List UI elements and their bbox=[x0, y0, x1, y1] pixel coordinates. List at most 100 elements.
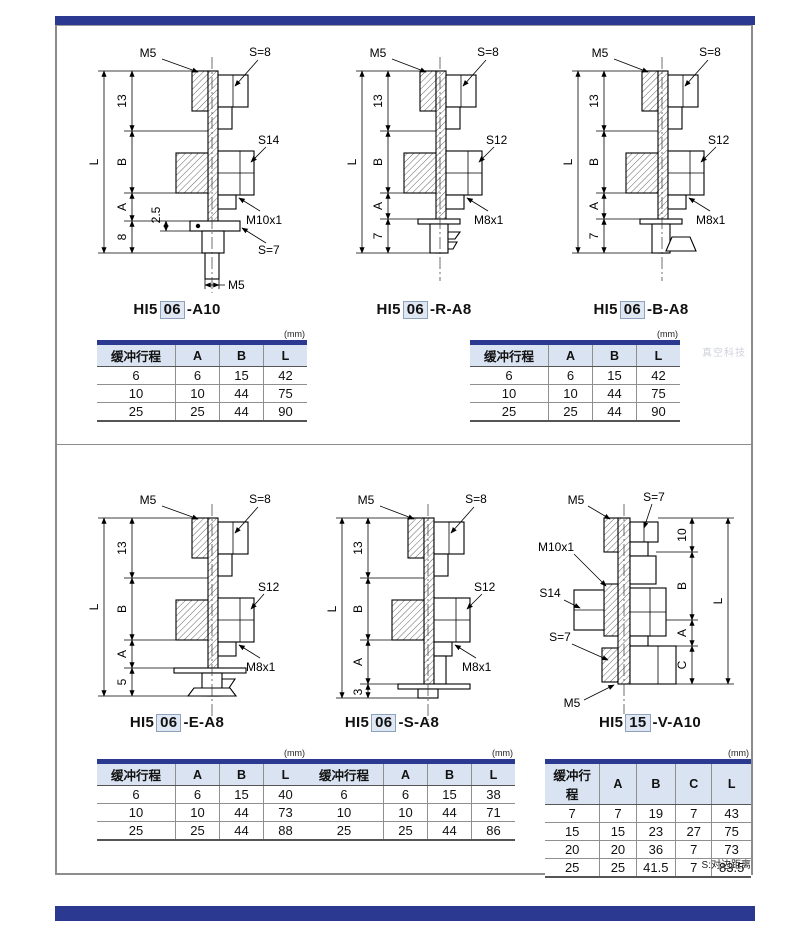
callout-m5-top: M5 bbox=[140, 46, 157, 60]
cell: 6 bbox=[97, 785, 176, 804]
cell: 36 bbox=[635, 840, 676, 859]
cell: 10 bbox=[383, 803, 428, 822]
dim-table: 缓冲行程 A B C L 7 7 19 7 43 15 15 23 27 75 20 20 36 7 7… bbox=[545, 759, 751, 878]
callout-s8: S=8 bbox=[465, 492, 487, 506]
dim-A: A bbox=[371, 202, 385, 210]
col-header-B: B bbox=[219, 341, 264, 367]
col-header-A: A bbox=[175, 760, 220, 786]
dim-L: L bbox=[87, 158, 101, 165]
table-row: 6 6 15 38 bbox=[305, 785, 515, 804]
dim-2_5: 2.5 bbox=[149, 206, 163, 223]
table-row: 15 15 23 27 75 bbox=[545, 822, 751, 841]
drawing-body bbox=[391, 504, 471, 720]
table-row: 25 25 41.5 7 83.5 bbox=[545, 858, 751, 878]
drawing-body bbox=[573, 504, 677, 714]
col-header-C: C bbox=[675, 760, 712, 805]
cell: 6 bbox=[175, 785, 220, 804]
cell: 44 bbox=[219, 402, 264, 422]
cell: 25 bbox=[599, 858, 637, 878]
dim-13: 13 bbox=[115, 94, 129, 108]
callout-s8: S=8 bbox=[249, 492, 271, 506]
cell: 44 bbox=[427, 821, 472, 841]
model-suffix: -V-A10 bbox=[652, 714, 702, 731]
dim-8: 8 bbox=[115, 233, 129, 240]
cell: 75 bbox=[711, 822, 751, 841]
col-header-A: A bbox=[599, 760, 637, 805]
col-header-A: A bbox=[383, 760, 428, 786]
callout-m5-top: M5 bbox=[592, 46, 609, 60]
dim-table: 缓冲行程 A B L 6 6 15 40 10 10 44 73 25 25 44 88 bbox=[97, 759, 307, 841]
model-suffix: -B-A8 bbox=[647, 301, 689, 318]
cell: 6 bbox=[305, 785, 384, 804]
cell: 25 bbox=[97, 821, 176, 841]
dim-13: 13 bbox=[115, 541, 129, 555]
dimension-table-hi515-v-a10: (mm) 缓冲行程 A B C L 7 7 19 7 43 15 15 23 27 75 20 2… bbox=[545, 748, 751, 878]
drawing-dimensions bbox=[336, 505, 483, 699]
cell: 19 bbox=[635, 804, 676, 823]
dim-5: 5 bbox=[115, 678, 129, 685]
dim-13: 13 bbox=[587, 94, 601, 108]
cell: 44 bbox=[219, 384, 264, 403]
cell: 10 bbox=[175, 384, 220, 403]
technical-drawing-hi506-e-a8: M5 S=8 S12 M8x1 L 13 B A 5 bbox=[87, 492, 280, 720]
col-header-stroke: 缓冲行程 bbox=[470, 341, 549, 367]
dim-A: A bbox=[351, 658, 365, 666]
col-header-B: B bbox=[592, 341, 637, 367]
dim-L: L bbox=[345, 158, 359, 165]
cell: 73 bbox=[263, 803, 307, 822]
col-header-B: B bbox=[635, 760, 676, 805]
dim-7: 7 bbox=[371, 232, 385, 239]
model-prefix: HI5 bbox=[129, 714, 155, 731]
cell: 44 bbox=[219, 803, 264, 822]
watermark-text: 真空科技 bbox=[702, 348, 746, 359]
model-label-hi506-b-a8: HI5 06 -B-A8 bbox=[531, 301, 751, 319]
cell: 25 bbox=[175, 402, 220, 422]
model-label-hi506-r-a8: HI5 06 -R-A8 bbox=[319, 301, 529, 319]
table-row: 6 6 15 42 bbox=[97, 366, 307, 385]
cell: 86 bbox=[471, 821, 515, 841]
model-label-hi506-a10: HI5 06 -A10 bbox=[62, 301, 292, 319]
dim-B: B bbox=[351, 605, 365, 613]
dim-L: L bbox=[561, 158, 575, 165]
callout-m5-top: M5 bbox=[370, 46, 387, 60]
cell: 44 bbox=[427, 803, 472, 822]
cell: 6 bbox=[175, 366, 220, 385]
cell: 25 bbox=[548, 402, 593, 422]
cell: 25 bbox=[305, 821, 384, 841]
dim-A: A bbox=[587, 202, 601, 210]
dimension-table-hi506-e-a8: (mm) 缓冲行程 A B L 6 6 15 40 10 10 44 73 25 25 44 88 bbox=[97, 748, 307, 841]
col-header-stroke: 缓冲行程 bbox=[97, 341, 176, 367]
model-prefix: HI5 bbox=[376, 301, 401, 318]
drawing-body bbox=[625, 57, 705, 281]
cell: 7 bbox=[545, 804, 600, 823]
dim-3: 3 bbox=[351, 688, 365, 695]
cell: 75 bbox=[263, 384, 307, 403]
callout-thread: M10x1 bbox=[538, 540, 574, 554]
cell: 71 bbox=[471, 803, 515, 822]
callout-m5-top: M5 bbox=[140, 493, 157, 507]
callout-thread: M8x1 bbox=[696, 213, 726, 227]
dim-B: B bbox=[675, 582, 689, 590]
cell: 73 bbox=[711, 840, 751, 859]
cell: 44 bbox=[219, 821, 264, 841]
cell: 15 bbox=[219, 785, 264, 804]
callout-s12: S12 bbox=[708, 133, 730, 147]
technical-drawing-hi506-r-a8: M5 S=8 S12 M8x1 L 13 B A 7 bbox=[345, 45, 508, 281]
drawing-body bbox=[173, 504, 255, 720]
cell: 7 bbox=[599, 804, 637, 823]
cell: 10 bbox=[548, 384, 593, 403]
bottom-accent-band bbox=[55, 906, 755, 921]
cell: 40 bbox=[263, 785, 307, 804]
cell: 25 bbox=[545, 858, 600, 878]
cell: 90 bbox=[636, 402, 680, 422]
dim-C: C bbox=[675, 660, 689, 669]
model-prefix: HI5 bbox=[598, 714, 624, 731]
cell: 6 bbox=[97, 366, 176, 385]
col-header-stroke: 缓冲行程 bbox=[97, 760, 176, 786]
cell: 10 bbox=[97, 803, 176, 822]
model-prefix: HI5 bbox=[133, 301, 158, 318]
cell: 6 bbox=[548, 366, 593, 385]
unit-label: (mm) bbox=[728, 748, 749, 758]
drawing-dimensions bbox=[572, 58, 717, 254]
